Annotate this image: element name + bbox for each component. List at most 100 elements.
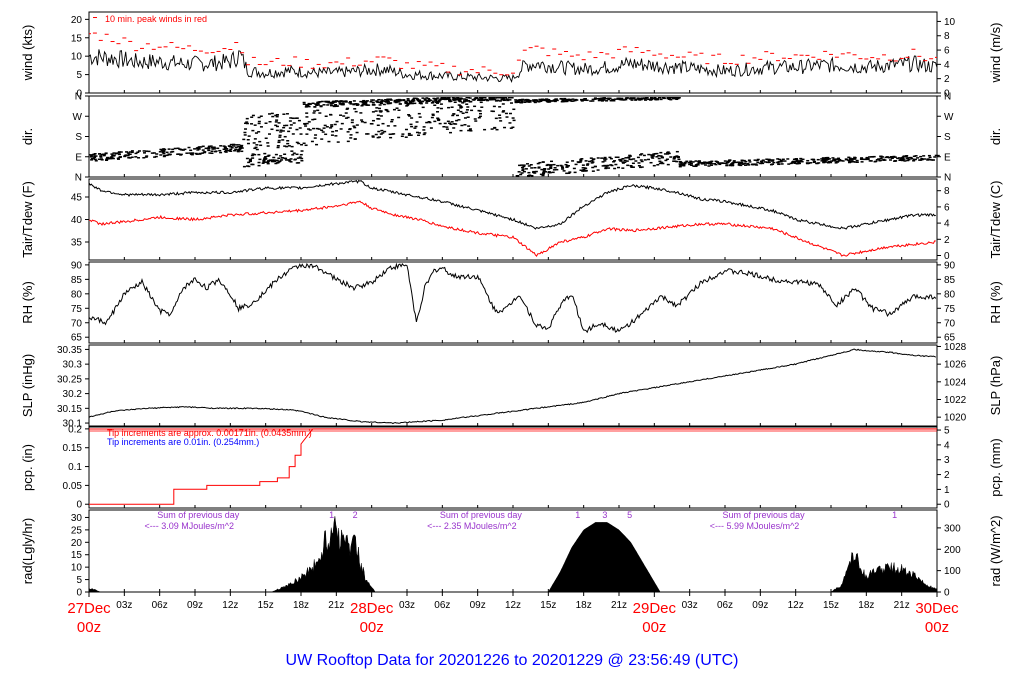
- dir-point: [258, 158, 262, 161]
- dir-point: [299, 153, 303, 156]
- dir-point: [659, 151, 663, 154]
- dir-point: [771, 160, 775, 162]
- dir-point: [624, 157, 628, 159]
- dir-point: [679, 163, 683, 166]
- dir-point: [317, 102, 321, 104]
- wind-frame: [88, 11, 938, 94]
- dir-point: [352, 100, 356, 102]
- dir-point: [613, 160, 617, 162]
- dir-point: [477, 116, 481, 119]
- dir-point: [455, 119, 459, 122]
- dir-point: [622, 99, 626, 101]
- dir-point: [371, 101, 375, 104]
- dir-point: [778, 158, 782, 161]
- dir-point: [364, 101, 368, 104]
- x-tick-label: 12z: [222, 600, 238, 611]
- dir-tick-label-right: N: [944, 173, 951, 184]
- dir-point: [559, 97, 563, 100]
- dir-point: [409, 123, 413, 126]
- dir-point: [270, 160, 274, 163]
- rad-tick-label: 30: [71, 513, 83, 524]
- rh-tick-label-right: 75: [944, 304, 956, 315]
- dir-point: [593, 97, 597, 99]
- x-tick-label: 09z: [470, 600, 486, 611]
- dir-point: [441, 98, 445, 100]
- dir-point: [591, 158, 595, 161]
- dir-point: [410, 100, 414, 103]
- dir-point: [421, 106, 425, 109]
- dir-point: [100, 159, 104, 161]
- dir-point: [159, 148, 163, 151]
- dir-point: [799, 157, 803, 160]
- slp-frame: [88, 344, 938, 427]
- dir-point: [601, 165, 605, 167]
- dir-point: [666, 153, 670, 155]
- dir-point: [653, 153, 657, 155]
- pcp-note-red: Tip increments are approx. 0.00171in. (0…: [107, 428, 312, 438]
- dir-point: [422, 129, 426, 131]
- dir-point: [604, 166, 608, 168]
- dir-point: [467, 99, 471, 102]
- dir-point: [502, 110, 506, 112]
- dir-point: [91, 157, 95, 160]
- rad-note-line2: <--- 3.09 MJoules/m^2: [144, 521, 234, 531]
- dir-point: [106, 156, 110, 159]
- dir-point: [463, 117, 467, 119]
- dir-point: [465, 100, 469, 102]
- dir-point: [571, 100, 575, 102]
- dir-point: [623, 161, 627, 163]
- dir-point: [395, 99, 399, 101]
- dir-point: [503, 126, 507, 129]
- dir-point: [736, 161, 740, 163]
- dir-point: [436, 102, 440, 104]
- dir-point: [914, 155, 918, 157]
- dir-point: [206, 147, 210, 150]
- dir-point: [851, 160, 855, 163]
- dir-point: [493, 98, 497, 101]
- rad-tick-label-right: 100: [944, 566, 961, 577]
- dir-point: [361, 104, 365, 106]
- dir-point: [883, 159, 887, 161]
- dir-point: [427, 99, 431, 101]
- dir-point: [340, 122, 344, 125]
- dir-point: [636, 156, 640, 159]
- dir-point: [445, 128, 449, 130]
- dir-point: [763, 161, 767, 163]
- dir-point: [315, 104, 319, 106]
- dir-point: [600, 157, 604, 159]
- dir-point: [183, 148, 187, 151]
- dir-point: [663, 153, 667, 155]
- dir-point: [619, 159, 623, 161]
- dir-point: [281, 139, 285, 141]
- dir-point: [810, 158, 814, 161]
- dir-point: [360, 119, 364, 121]
- dir-point: [397, 116, 401, 119]
- pcp-tick-label-right: 0: [944, 500, 950, 511]
- dir-point: [312, 112, 316, 114]
- dir-point: [797, 160, 801, 162]
- dir-point: [461, 112, 465, 115]
- dir-point: [303, 123, 307, 125]
- dir-point: [660, 156, 664, 158]
- dir-point: [922, 155, 926, 157]
- dir-point: [458, 99, 462, 101]
- dir-point: [249, 158, 253, 161]
- dir-point: [384, 99, 388, 101]
- dir-point: [701, 161, 705, 164]
- dir-point: [470, 109, 474, 112]
- dir-point: [673, 155, 677, 158]
- dir-point: [500, 99, 504, 101]
- chart-title: UW Rooftop Data for 20201226 to 20201229…: [286, 652, 739, 669]
- dir-point: [614, 156, 618, 159]
- dir-point: [451, 97, 455, 99]
- dir-point: [289, 117, 293, 119]
- dir-point: [179, 153, 183, 156]
- dir-point: [298, 156, 302, 158]
- wind-plot: [89, 32, 937, 83]
- dir-point: [589, 157, 593, 159]
- dir-point: [395, 107, 399, 109]
- dir-point: [354, 110, 358, 113]
- rad-marker-label: 2: [353, 510, 358, 520]
- dir-point: [540, 168, 544, 171]
- dir-point: [375, 100, 379, 102]
